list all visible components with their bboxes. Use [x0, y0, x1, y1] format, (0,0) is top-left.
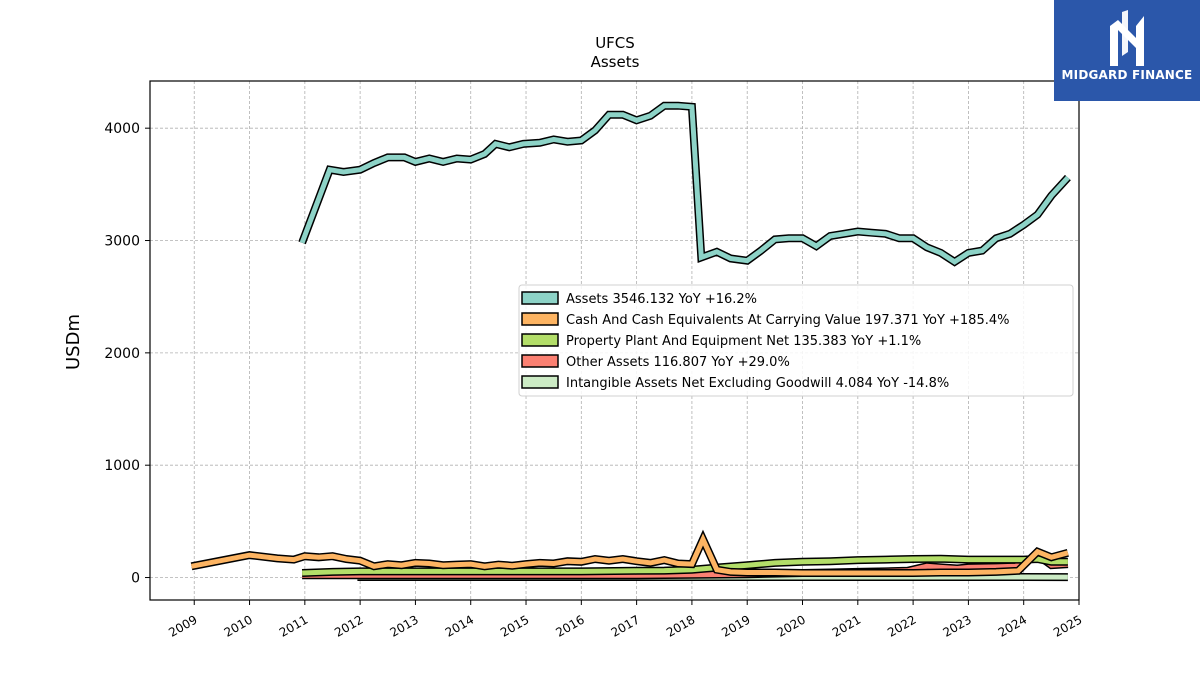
- legend-swatch: [521, 312, 559, 326]
- x-tick-label: 2024: [996, 612, 1029, 639]
- x-tick-label: 2014: [443, 612, 476, 639]
- series-line-property-plant-and-equipment-net: [302, 556, 1068, 576]
- mf-logo-icon: [1110, 10, 1144, 66]
- legend-swatch: [521, 354, 559, 368]
- x-tick-label: 2016: [553, 612, 586, 639]
- legend-swatch: [521, 291, 559, 305]
- legend-swatch: [521, 333, 559, 347]
- x-tick-label: 2010: [222, 612, 255, 639]
- legend-swatch: [521, 375, 559, 389]
- brand-logo: MIDGARD FINANCE: [1054, 0, 1200, 101]
- x-tick-label: 2025: [1051, 612, 1084, 639]
- y-tick-label: 4000: [104, 121, 140, 137]
- x-tick-label: 2019: [719, 612, 752, 639]
- x-tick-label: 2012: [332, 612, 365, 639]
- x-tick-label: 2013: [387, 612, 420, 639]
- series-outline-assets: [298, 101, 1071, 267]
- x-tick-label: 2017: [609, 612, 642, 639]
- chart-title: UFCS: [595, 34, 635, 52]
- legend-entry: Cash And Cash Equivalents At Carrying Va…: [566, 313, 1009, 328]
- x-tick-label: 2009: [166, 612, 199, 639]
- chart-subtitle: Assets: [591, 53, 640, 71]
- x-tick-label: 2020: [775, 612, 808, 639]
- legend-entry: Assets 3546.132 YoY +16.2%: [566, 292, 757, 307]
- y-tick-label: 1000: [104, 458, 140, 474]
- y-tick-label: 0: [131, 571, 140, 587]
- brand-name: MIDGARD FINANCE: [1061, 68, 1193, 82]
- legend: Assets 3546.132 YoY +16.2% Cash And Cash …: [518, 284, 1074, 397]
- legend-entry: Intangible Assets Net Excluding Goodwill…: [566, 376, 949, 391]
- series-layer: [190, 101, 1071, 582]
- y-axis-label: USDm: [63, 314, 84, 370]
- x-tick-label: 2011: [277, 612, 310, 639]
- y-tick-label: 2000: [104, 346, 140, 362]
- x-tick-label: 2023: [940, 612, 973, 639]
- y-tick-label: 3000: [104, 234, 140, 250]
- y-ticks: 0 1000 2000 3000 4000: [104, 121, 150, 587]
- legend-entry: Property Plant And Equipment Net 135.383…: [566, 334, 921, 349]
- legend-box: [518, 284, 1074, 397]
- x-ticks: 2009 2010 2011 2012 2013 2014 2015 2016 2017 2018…: [166, 600, 1085, 640]
- plot-frame: [149, 80, 1080, 601]
- legend-entry: Other Assets 116.807 YoY +29.0%: [566, 355, 790, 370]
- series-line-assets: [299, 103, 1070, 265]
- x-tick-label: 2022: [885, 612, 918, 639]
- x-tick-label: 2018: [664, 612, 697, 639]
- series-line-cash-and-cash-equivalents-at-carrying-value: [191, 533, 1069, 576]
- x-tick-label: 2021: [830, 612, 863, 639]
- x-tick-label: 2015: [498, 612, 531, 639]
